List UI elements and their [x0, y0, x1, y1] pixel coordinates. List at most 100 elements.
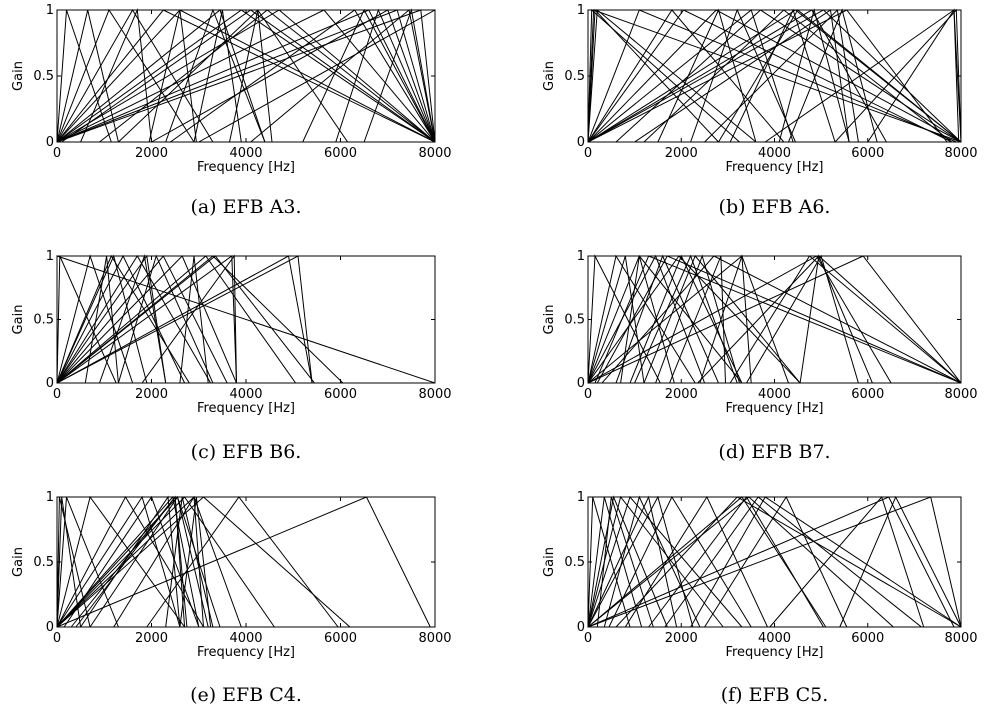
x-tick-label: 8000	[418, 631, 451, 646]
x-tick-label: 0	[584, 387, 592, 402]
filter-line	[664, 496, 922, 628]
filter-line	[769, 495, 925, 628]
x-tick-label: 2000	[665, 387, 698, 402]
y-axis-label: Gain	[11, 61, 26, 91]
x-axis-label: Frequency [Hz]	[197, 645, 295, 660]
x-tick-label: 2000	[665, 631, 698, 646]
x-tick-label: 6000	[324, 146, 357, 161]
filter-line	[596, 496, 654, 628]
x-tick-label: 0	[53, 387, 61, 402]
filter-line	[587, 255, 645, 384]
filter-line	[56, 8, 195, 143]
x-axis-label: Frequency [Hz]	[197, 160, 295, 175]
panel-caption: (d) EFB B7.	[718, 441, 830, 463]
panel-caption: (c) EFB B6.	[191, 441, 302, 463]
y-axis-label: Gain	[11, 305, 26, 335]
filter-line	[587, 255, 962, 384]
x-tick-label: 4000	[229, 387, 262, 402]
x-tick-label: 8000	[944, 631, 977, 646]
filter-line	[118, 9, 349, 143]
panel-caption: (b) EFB A6.	[719, 196, 831, 218]
y-tick-label: 0.5	[564, 555, 585, 570]
x-tick-label: 2000	[135, 631, 168, 646]
filter-line	[56, 254, 190, 384]
y-tick-label: 0	[46, 620, 54, 635]
filter-line	[587, 254, 661, 384]
x-axis-label: Frequency [Hz]	[725, 645, 823, 660]
x-axis-label: Frequency [Hz]	[725, 401, 823, 416]
y-tick-label: 0	[577, 376, 585, 391]
chart-panel: 0 2000 4000 6000 8000 0 0.5 1 Frequency [Hz] Gain…	[11, 3, 452, 218]
filter-line	[594, 255, 962, 384]
x-tick-label: 4000	[758, 631, 791, 646]
chart-panel: 0 2000 4000 6000 8000 0 0.5 1 Frequency [Hz] Gain…	[542, 3, 978, 218]
axes-frame	[587, 255, 962, 384]
y-tick-label: 0.5	[564, 69, 585, 84]
axes-frame	[56, 496, 436, 628]
filter-line	[56, 496, 119, 628]
y-axis-label: Gain	[11, 547, 26, 577]
y-tick-label: 1	[577, 3, 585, 18]
filter-line	[56, 496, 275, 628]
x-tick-label: 6000	[851, 146, 884, 161]
y-axis-label: Gain	[542, 547, 557, 577]
filter-line	[839, 495, 962, 628]
chart-panel: 0 2000 4000 6000 8000 0 0.5 1 Frequency [Hz] Gain…	[11, 249, 452, 463]
filter-line	[867, 8, 960, 143]
x-tick-label: 2000	[665, 146, 698, 161]
x-tick-label: 0	[53, 631, 61, 646]
filter-line	[229, 9, 273, 143]
filter-line	[799, 254, 873, 384]
x-tick-label: 4000	[758, 146, 791, 161]
y-tick-label: 0.5	[564, 313, 585, 328]
y-tick-label: 0	[577, 620, 585, 635]
filter-line	[165, 8, 266, 143]
y-tick-label: 0.5	[33, 313, 54, 328]
panel-caption: (e) EFB C4.	[190, 684, 302, 706]
y-tick-label: 1	[577, 490, 585, 505]
x-tick-label: 6000	[851, 387, 884, 402]
x-tick-label: 6000	[324, 387, 357, 402]
chart-panel: 0 2000 4000 6000 8000 0 0.5 1 Frequency [Hz] Gain…	[11, 490, 452, 706]
filter-line	[587, 495, 724, 628]
y-tick-label: 0.5	[33, 69, 54, 84]
x-tick-label: 4000	[758, 387, 791, 402]
x-tick-label: 6000	[324, 631, 357, 646]
y-axis-label: Gain	[542, 61, 557, 91]
y-tick-label: 1	[46, 249, 54, 264]
x-tick-label: 4000	[229, 631, 262, 646]
y-axis-label: Gain	[542, 305, 557, 335]
x-tick-label: 8000	[418, 387, 451, 402]
panel-caption: (f) EFB C5.	[721, 684, 829, 706]
filter-line	[587, 9, 962, 143]
x-tick-label: 8000	[944, 387, 977, 402]
chart-panel: 0 2000 4000 6000 8000 0 0.5 1 Frequency [Hz] Gain…	[542, 249, 978, 463]
x-tick-label: 0	[584, 631, 592, 646]
filter-line	[608, 495, 752, 628]
x-axis-label: Frequency [Hz]	[725, 160, 823, 175]
filter-line	[113, 495, 242, 628]
y-tick-label: 0.5	[33, 555, 54, 570]
x-tick-label: 0	[584, 146, 592, 161]
x-tick-label: 0	[53, 146, 61, 161]
filter-line	[697, 255, 962, 384]
filter-line	[657, 8, 757, 143]
y-tick-label: 1	[577, 249, 585, 264]
x-tick-label: 8000	[944, 146, 977, 161]
x-axis-label: Frequency [Hz]	[197, 401, 295, 416]
y-tick-label: 0	[46, 135, 54, 150]
x-tick-label: 2000	[135, 387, 168, 402]
y-tick-label: 0	[577, 135, 585, 150]
filter-line	[834, 8, 962, 143]
y-tick-label: 1	[46, 490, 54, 505]
filter-line	[648, 496, 824, 628]
chart-panel: 0 2000 4000 6000 8000 0 0.5 1 Frequency [Hz] Gain…	[542, 490, 978, 706]
x-tick-label: 6000	[851, 631, 884, 646]
x-tick-label: 4000	[229, 146, 262, 161]
filter-line	[56, 496, 431, 628]
y-tick-label: 1	[46, 3, 54, 18]
y-tick-label: 0	[46, 376, 54, 391]
panel-caption: (a) EFB A3.	[190, 196, 301, 218]
x-tick-label: 8000	[418, 146, 451, 161]
